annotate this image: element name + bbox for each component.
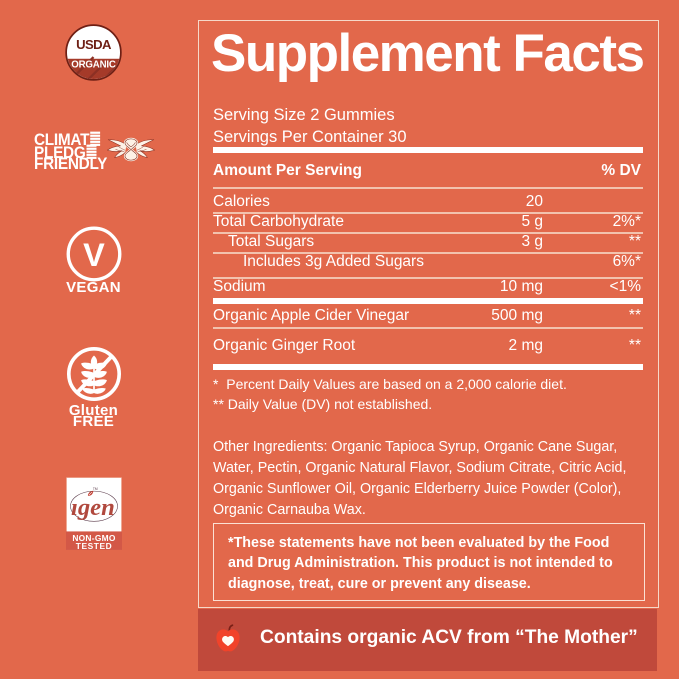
svg-text:V: V [83, 237, 105, 273]
svg-text:TM: TM [93, 487, 98, 491]
svg-text:TESTED: TESTED [76, 541, 112, 550]
svg-text:ıgen: ıgen [71, 494, 115, 521]
svg-text:USDA: USDA [76, 37, 112, 52]
svg-text:ORGANIC: ORGANIC [71, 59, 116, 70]
